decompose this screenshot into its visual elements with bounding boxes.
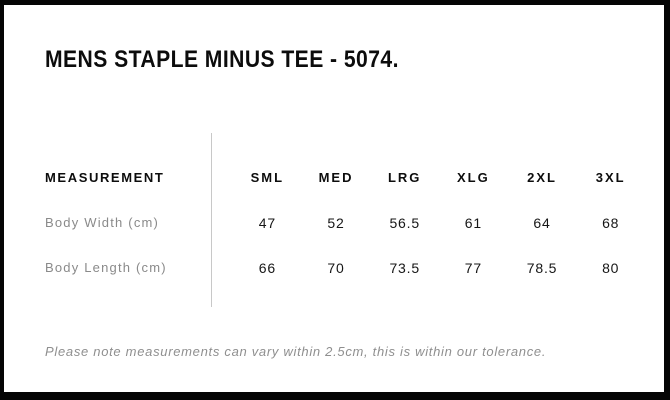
table-row-body-width: Body Width (cm) 47 52 56.5 61 64 68 [45,200,645,245]
size-column-header-xlg: XLG [456,170,490,185]
table-cell: 80 [602,259,620,276]
size-column-header-med: MED [318,170,354,185]
table-row-body-length: Body Length (cm) 66 70 73.5 77 78.5 80 [45,245,645,290]
table-column-divider [211,133,212,307]
size-column-header-sml: SML [250,170,285,185]
page-title: MENS STAPLE MINUS TEE - 5074. [45,46,399,73]
table-cell: 70 [327,259,345,276]
size-table: MEASUREMENT SML MED LRG XLG 2XL 3XL Body… [45,155,645,290]
size-column-header-3xl: 3XL [595,170,626,185]
table-cell: 73.5 [389,259,420,276]
table-cell: 47 [258,214,276,231]
row-label-body-width: Body Width (cm) [45,215,160,230]
table-cell: 52 [327,214,345,231]
table-cell: 66 [258,259,276,276]
tolerance-note: Please note measurements can vary within… [45,344,547,359]
table-cell: 61 [464,214,482,231]
size-column-header-lrg: LRG [387,170,422,185]
table-header-row: MEASUREMENT SML MED LRG XLG 2XL 3XL [45,155,645,200]
size-column-header-2xl: 2XL [527,170,557,185]
table-cell: 78.5 [526,259,558,276]
measurement-column-header: MEASUREMENT [45,170,165,185]
row-label-body-length: Body Length (cm) [45,260,167,275]
table-cell: 56.5 [389,214,420,231]
table-cell: 68 [602,214,620,231]
table-cell: 77 [464,259,482,276]
table-cell: 64 [533,214,551,231]
